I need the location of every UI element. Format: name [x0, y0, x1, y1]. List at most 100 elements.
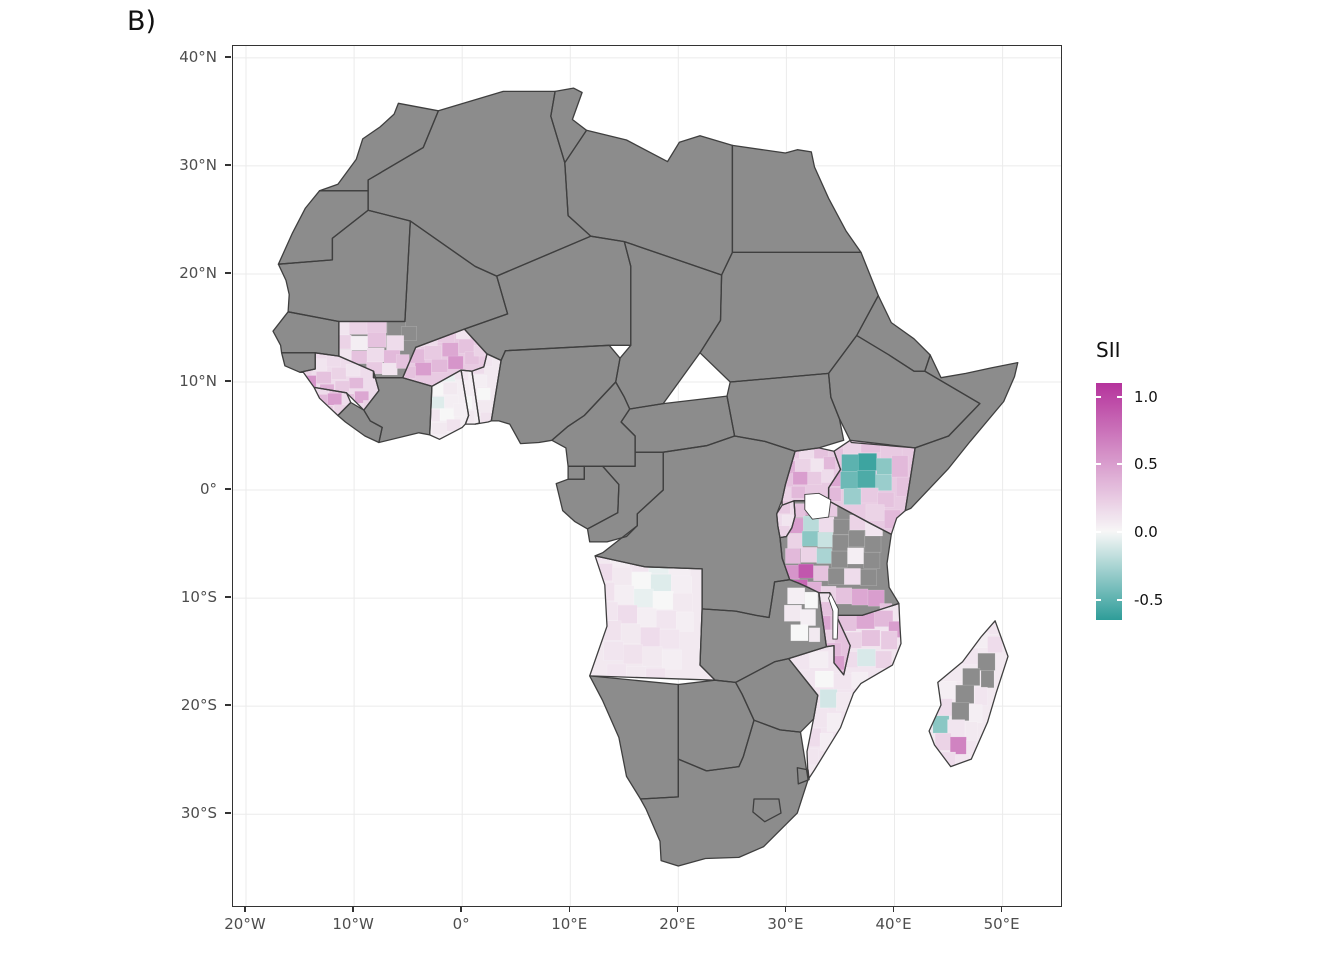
- district-tanzania: [787, 533, 803, 549]
- district-madagascar: [965, 721, 978, 741]
- border-cameroon: [551, 381, 636, 467]
- district-madagascar: [974, 686, 988, 706]
- district-angola: [614, 585, 635, 605]
- district-burkina-faso: [431, 359, 448, 373]
- country-lesotho: [752, 799, 781, 822]
- x-axis-tick: [676, 906, 679, 912]
- legend-tick-mark: [1117, 395, 1122, 398]
- district-tanzania: [860, 569, 877, 586]
- y-axis-tick-label: 40°N: [179, 47, 217, 66]
- border-lesotho: [752, 798, 782, 823]
- district-uganda: [792, 471, 809, 485]
- district-mozambique: [833, 672, 853, 690]
- legend-tick-label: 0.0: [1134, 522, 1158, 541]
- district-angola: [671, 576, 693, 595]
- x-axis-tick-label: 10°W: [332, 915, 374, 933]
- district-kenya: [840, 471, 859, 490]
- district-madagascar: [980, 670, 995, 689]
- country-drc: [595, 436, 796, 618]
- legend-tick-mark: [1117, 530, 1122, 533]
- legend-gradient-bar: [1096, 383, 1122, 620]
- x-axis-tick-label: 30°E: [767, 915, 804, 933]
- district-guinea: [326, 355, 341, 368]
- district-uganda: [807, 471, 822, 485]
- district-tanzania: [831, 550, 848, 568]
- district-angola: [620, 623, 641, 644]
- country-namibia: [589, 675, 679, 799]
- legend-title: SII: [1096, 338, 1121, 362]
- lake-victoria: [804, 492, 832, 520]
- district-angola: [640, 627, 661, 647]
- plot-panel: [232, 45, 1062, 907]
- border-somalia: [904, 354, 1019, 512]
- district-tanzania: [801, 530, 819, 547]
- border-eswatini: [796, 767, 810, 785]
- district-guinea: [334, 380, 350, 392]
- legend-tick-label: 0.5: [1134, 455, 1158, 474]
- district-tanzania: [851, 588, 869, 606]
- x-axis-tick-label: 20°W: [224, 915, 266, 933]
- district-kenya: [858, 453, 877, 471]
- district-angola: [601, 620, 622, 641]
- district-kenya: [876, 457, 894, 475]
- panel-label: B): [127, 6, 157, 37]
- country-ethiopia: [828, 335, 980, 448]
- district-angola: [672, 592, 693, 612]
- x-axis-tick: [568, 906, 570, 912]
- district-ghana: [439, 408, 455, 421]
- x-axis-tick-label: 50°E: [983, 915, 1020, 933]
- district-kenya: [843, 488, 862, 505]
- district-mozambique: [874, 610, 894, 627]
- district-angola: [652, 590, 674, 610]
- district-madagascar: [938, 681, 957, 699]
- country-nigeria: [491, 345, 620, 444]
- country-cote-divoire: [363, 371, 432, 443]
- district-uganda: [794, 458, 811, 472]
- district-madagascar: [955, 684, 975, 704]
- country-niger: [464, 236, 631, 361]
- district-ghana: [453, 403, 465, 417]
- legend-tick-label: 1.0: [1134, 387, 1158, 406]
- district-uganda: [823, 456, 836, 470]
- y-axis-tick: [225, 272, 231, 274]
- africa-choropleth-map: [233, 46, 1061, 906]
- district-rwanda-burundi: [781, 514, 794, 526]
- district-mali: [366, 347, 385, 363]
- border-mozambique: [787, 602, 902, 781]
- country-south-sudan: [727, 373, 844, 452]
- district-kenya: [865, 504, 885, 522]
- district-angola: [633, 588, 654, 608]
- y-axis-tick: [225, 488, 231, 490]
- x-axis-tick-label: 10°E: [551, 915, 588, 933]
- district-sierra-leone: [327, 393, 342, 406]
- country-zimbabwe: [735, 658, 818, 733]
- district-guinea: [345, 363, 361, 377]
- district-tanzania: [864, 535, 882, 553]
- district-uganda: [821, 469, 834, 483]
- district-angola: [590, 555, 611, 562]
- district-angola: [642, 646, 663, 667]
- district-guinea: [348, 377, 364, 389]
- district-tanzania: [818, 516, 835, 533]
- district-angola: [661, 649, 682, 670]
- district-mali: [351, 350, 368, 364]
- x-axis-tick: [352, 906, 354, 912]
- district-tanzania: [785, 548, 801, 564]
- district-zambia: [804, 591, 819, 609]
- x-axis-tick: [892, 906, 895, 912]
- district-tanzania: [863, 551, 881, 569]
- district-mozambique: [819, 689, 838, 709]
- district-tanzania: [827, 568, 845, 585]
- district-ghana: [430, 396, 445, 409]
- district-mozambique: [835, 692, 852, 712]
- district-madagascar: [934, 732, 952, 751]
- district-angola: [655, 610, 677, 630]
- district-tanzania: [832, 534, 849, 552]
- district-mozambique: [861, 629, 881, 647]
- district-mali: [401, 326, 417, 341]
- y-axis-tick-label: 0°: [199, 480, 217, 499]
- district-madagascar: [943, 663, 963, 682]
- district-tanzania: [844, 568, 861, 585]
- legend-tick-mark: [1096, 598, 1101, 601]
